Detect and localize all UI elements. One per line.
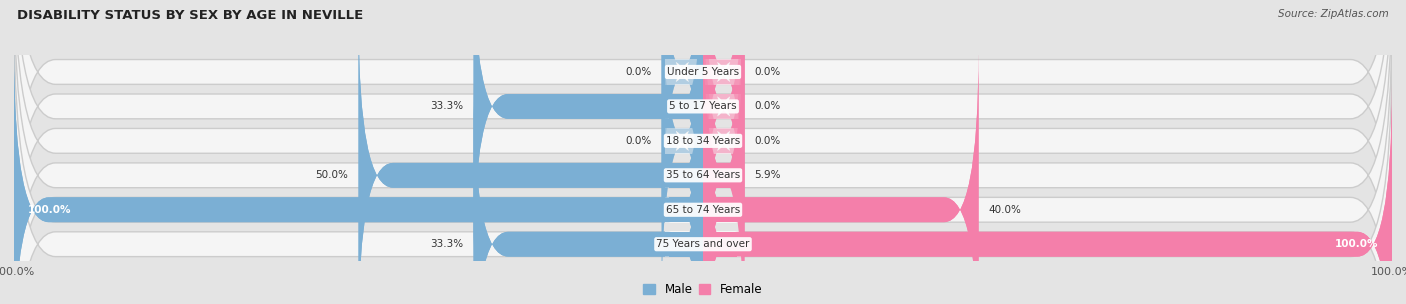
Text: Source: ZipAtlas.com: Source: ZipAtlas.com bbox=[1278, 9, 1389, 19]
FancyBboxPatch shape bbox=[14, 0, 1392, 266]
FancyBboxPatch shape bbox=[359, 16, 703, 304]
FancyBboxPatch shape bbox=[703, 0, 744, 266]
Bar bbox=[669, 232, 703, 257]
Bar bbox=[665, 163, 703, 188]
FancyBboxPatch shape bbox=[662, 0, 703, 301]
Text: 50.0%: 50.0% bbox=[315, 170, 349, 180]
Bar bbox=[669, 197, 703, 222]
Bar bbox=[703, 163, 741, 188]
Text: 40.0%: 40.0% bbox=[988, 205, 1022, 215]
Bar bbox=[669, 94, 703, 119]
Text: 5.9%: 5.9% bbox=[755, 170, 782, 180]
Bar bbox=[703, 232, 738, 257]
Text: 100.0%: 100.0% bbox=[28, 205, 72, 215]
Text: 35 to 64 Years: 35 to 64 Years bbox=[666, 170, 740, 180]
Text: 0.0%: 0.0% bbox=[755, 102, 780, 111]
FancyBboxPatch shape bbox=[474, 84, 703, 304]
Bar bbox=[703, 197, 738, 222]
FancyBboxPatch shape bbox=[474, 0, 703, 266]
FancyBboxPatch shape bbox=[14, 50, 703, 304]
Bar bbox=[703, 197, 741, 223]
Text: 75 Years and over: 75 Years and over bbox=[657, 239, 749, 249]
Bar bbox=[703, 128, 741, 154]
Text: 65 to 74 Years: 65 to 74 Years bbox=[666, 205, 740, 215]
FancyBboxPatch shape bbox=[474, 84, 703, 304]
FancyBboxPatch shape bbox=[662, 0, 703, 232]
Text: 0.0%: 0.0% bbox=[755, 136, 780, 146]
Legend: Male, Female: Male, Female bbox=[638, 278, 768, 301]
Bar bbox=[665, 59, 703, 85]
Bar bbox=[703, 59, 741, 85]
Bar bbox=[665, 231, 703, 257]
Text: 0.0%: 0.0% bbox=[626, 67, 651, 77]
Bar bbox=[703, 231, 741, 257]
Text: 33.3%: 33.3% bbox=[430, 102, 463, 111]
FancyBboxPatch shape bbox=[703, 0, 744, 232]
Bar bbox=[665, 94, 703, 119]
FancyBboxPatch shape bbox=[14, 50, 703, 304]
Text: 33.3%: 33.3% bbox=[430, 239, 463, 249]
Text: Under 5 Years: Under 5 Years bbox=[666, 67, 740, 77]
FancyBboxPatch shape bbox=[14, 16, 1392, 304]
FancyBboxPatch shape bbox=[474, 0, 703, 266]
Bar bbox=[703, 163, 738, 188]
Text: DISABILITY STATUS BY SEX BY AGE IN NEVILLE: DISABILITY STATUS BY SEX BY AGE IN NEVIL… bbox=[17, 9, 363, 22]
Bar bbox=[665, 197, 703, 223]
FancyBboxPatch shape bbox=[703, 0, 744, 301]
FancyBboxPatch shape bbox=[703, 0, 744, 266]
FancyBboxPatch shape bbox=[662, 0, 703, 232]
Text: 5 to 17 Years: 5 to 17 Years bbox=[669, 102, 737, 111]
FancyBboxPatch shape bbox=[703, 16, 744, 304]
FancyBboxPatch shape bbox=[14, 0, 1392, 301]
Bar bbox=[669, 163, 703, 188]
Bar bbox=[665, 128, 703, 154]
FancyBboxPatch shape bbox=[14, 0, 1392, 304]
FancyBboxPatch shape bbox=[703, 84, 1392, 304]
FancyBboxPatch shape bbox=[359, 16, 703, 304]
Text: 0.0%: 0.0% bbox=[626, 136, 651, 146]
FancyBboxPatch shape bbox=[14, 50, 1392, 304]
Bar bbox=[703, 94, 741, 119]
FancyBboxPatch shape bbox=[703, 50, 979, 304]
FancyBboxPatch shape bbox=[703, 0, 744, 232]
Text: 100.0%: 100.0% bbox=[1334, 239, 1378, 249]
FancyBboxPatch shape bbox=[703, 0, 744, 301]
Text: 18 to 34 Years: 18 to 34 Years bbox=[666, 136, 740, 146]
FancyBboxPatch shape bbox=[703, 84, 1392, 304]
FancyBboxPatch shape bbox=[662, 0, 703, 301]
FancyBboxPatch shape bbox=[703, 16, 744, 304]
Text: 0.0%: 0.0% bbox=[755, 67, 780, 77]
FancyBboxPatch shape bbox=[703, 50, 979, 304]
FancyBboxPatch shape bbox=[14, 0, 1392, 304]
